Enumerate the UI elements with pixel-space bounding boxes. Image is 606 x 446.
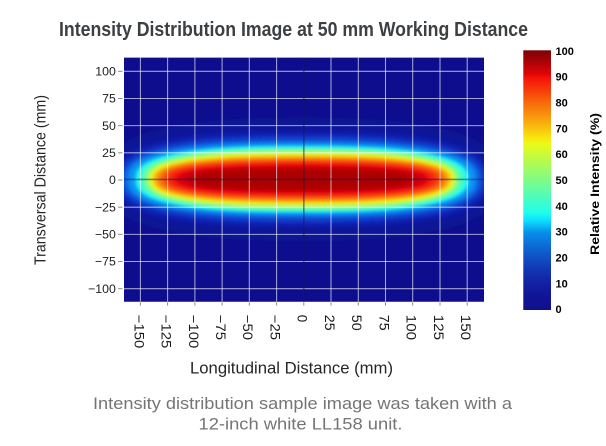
svg-text:Transversal Distance (mm): Transversal Distance (mm) [33,95,50,265]
svg-text:Intensity Distribution Image a: Intensity Distribution Image at 50 mm Wo… [59,19,528,41]
svg-text:Longitudinal Distance (mm): Longitudinal Distance (mm) [190,360,393,378]
svg-text:20: 20 [556,253,568,265]
svg-text:30: 30 [556,227,568,239]
svg-text:25: 25 [102,146,116,160]
svg-text:80: 80 [556,98,568,110]
svg-text:−25: −25 [268,315,283,340]
svg-text:75: 75 [102,92,116,106]
svg-text:125: 125 [431,315,446,340]
svg-text:75: 75 [376,315,391,331]
svg-text:0: 0 [109,173,116,187]
svg-text:−100: −100 [88,282,116,296]
svg-text:50: 50 [102,119,116,133]
svg-text:10: 10 [556,278,568,290]
svg-text:−25: −25 [95,200,116,214]
svg-text:60: 60 [556,149,568,161]
svg-text:40: 40 [556,201,568,213]
svg-text:150: 150 [458,315,473,340]
svg-text:Relative Intensity (%): Relative Intensity (%) [590,113,602,255]
svg-text:100: 100 [95,65,116,79]
svg-text:12-inch white LL158 unit.: 12-inch white LL158 unit. [199,415,403,434]
svg-text:70: 70 [556,123,568,135]
svg-text:Intensity distribution sample: Intensity distribution sample image was … [93,394,513,413]
svg-text:−150: −150 [131,315,146,349]
svg-text:50: 50 [556,175,568,187]
svg-text:−100: −100 [186,315,201,349]
svg-text:50: 50 [349,315,364,331]
svg-text:−50: −50 [240,315,255,340]
svg-text:−75: −75 [95,255,116,269]
svg-text:−50: −50 [95,228,116,242]
svg-text:100: 100 [404,315,419,340]
svg-text:0: 0 [295,315,310,322]
svg-text:100: 100 [556,46,574,58]
svg-text:0: 0 [556,304,562,316]
svg-text:25: 25 [322,315,337,331]
svg-text:90: 90 [556,72,568,84]
svg-text:−125: −125 [159,315,174,349]
svg-text:−75: −75 [213,315,228,340]
